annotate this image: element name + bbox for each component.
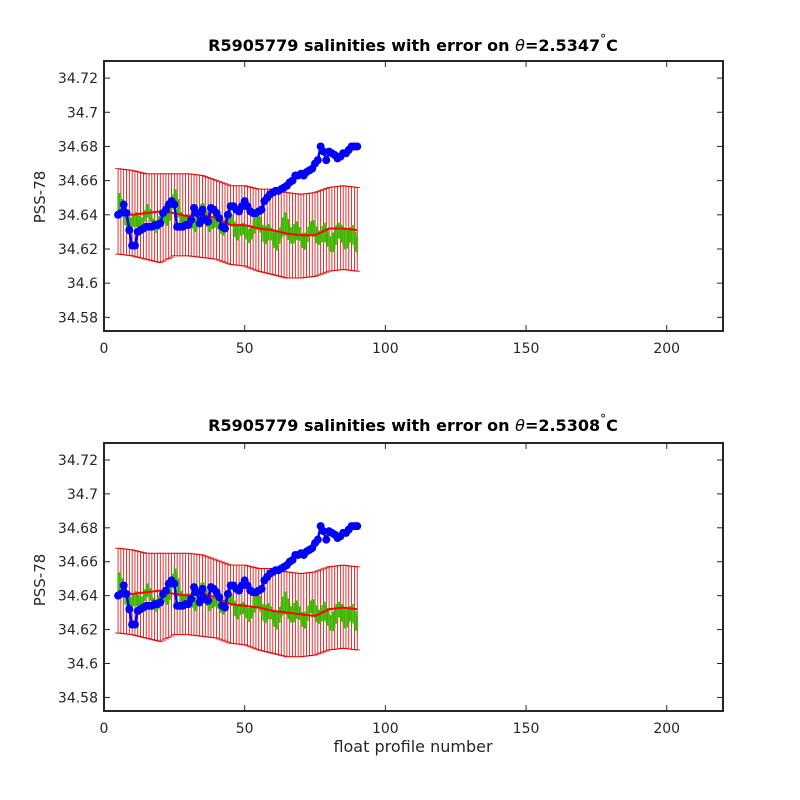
data-point xyxy=(215,214,224,223)
y-tick-label: 34.64 xyxy=(58,589,98,605)
data-point xyxy=(125,605,134,614)
plot-background xyxy=(104,443,723,711)
data-point xyxy=(156,219,165,228)
y-tick-label: 34.58 xyxy=(58,690,98,706)
y-tick-label: 34.66 xyxy=(58,555,98,571)
x-tick-label: 50 xyxy=(236,341,254,357)
x-tick-label: 100 xyxy=(372,721,399,737)
x-tick-label: 150 xyxy=(513,341,540,357)
x-tick-label: 150 xyxy=(513,721,540,737)
chart-top: R5905779 salinities with error on θ=2.53… xyxy=(31,32,724,357)
plot-area: 34.58 34.6 34.62 34.64 34.66 34.68 34.7 34.72 0 5… xyxy=(58,442,724,737)
axes-frame xyxy=(103,60,724,332)
data-point xyxy=(161,586,170,595)
data-point xyxy=(198,584,207,593)
y-tick-label: 34.58 xyxy=(58,310,98,326)
data-point xyxy=(220,224,229,233)
data-point xyxy=(116,589,125,598)
x-tick-label: 200 xyxy=(653,341,680,357)
data-point xyxy=(156,598,165,607)
y-tick-label: 34.6 xyxy=(67,657,98,673)
data-point xyxy=(204,217,213,226)
data-point xyxy=(257,205,266,214)
data-point xyxy=(130,241,139,250)
mapped-salinity-line xyxy=(117,589,358,618)
data-point xyxy=(116,209,125,218)
y-tick-label: 34.7 xyxy=(67,105,98,121)
y-tick-label: 34.6 xyxy=(67,276,98,292)
axes-frame xyxy=(103,442,724,712)
x-tick-label: 100 xyxy=(372,341,399,357)
mapped-salinity-line xyxy=(117,210,358,237)
y-tick-label: 34.62 xyxy=(58,242,98,258)
data-point xyxy=(125,226,134,235)
data-point xyxy=(119,581,128,590)
float-salinity-points xyxy=(114,142,362,250)
data-point xyxy=(319,527,328,536)
data-point xyxy=(215,593,224,602)
x-axis: 0 50 100 150 200 xyxy=(100,443,680,737)
data-layer xyxy=(114,522,362,658)
data-point xyxy=(353,522,362,531)
data-point xyxy=(204,596,213,605)
data-point xyxy=(322,535,331,544)
y-axis: 34.58 34.6 34.62 34.64 34.66 34.68 34.7 34.72 xyxy=(58,453,723,706)
data-point xyxy=(119,200,128,209)
chart-bottom: R5905779 salinities with error on θ=2.53… xyxy=(31,412,724,756)
data-point xyxy=(170,200,179,209)
y-tick-label: 34.72 xyxy=(58,71,98,87)
x-tick-label: 0 xyxy=(100,721,109,737)
plot-area: 34.58 34.6 34.62 34.64 34.66 34.68 34.7 34.72 0 5… xyxy=(58,60,724,357)
data-point xyxy=(198,205,207,214)
y-axis-label: PSS-78 xyxy=(31,554,49,607)
float-salinity-points xyxy=(114,522,362,629)
y-tick-label: 34.66 xyxy=(58,174,98,190)
data-point xyxy=(220,603,229,612)
y-tick-label: 34.7 xyxy=(67,487,98,503)
y-axis: 34.58 34.6 34.62 34.64 34.66 34.68 34.7 34.72 xyxy=(58,71,723,326)
data-point xyxy=(322,156,331,165)
data-point xyxy=(170,579,179,588)
data-point xyxy=(223,210,232,219)
x-tick-label: 50 xyxy=(236,721,254,737)
x-axis: 0 50 100 150 200 xyxy=(100,61,680,357)
data-layer xyxy=(114,142,362,279)
data-point xyxy=(313,156,322,165)
x-tick-label: 200 xyxy=(653,721,680,737)
y-tick-label: 34.72 xyxy=(58,453,98,469)
plot-background xyxy=(104,61,723,331)
y-tick-label: 34.68 xyxy=(58,521,98,537)
data-point xyxy=(319,147,328,156)
data-point xyxy=(187,595,196,604)
data-point xyxy=(223,589,232,598)
y-tick-label: 34.68 xyxy=(58,139,98,155)
x-axis-label: float profile number xyxy=(333,737,493,756)
data-point xyxy=(130,620,139,629)
chart-title: R5905779 salinities with error on θ=2.53… xyxy=(208,412,618,435)
y-tick-label: 34.62 xyxy=(58,623,98,639)
data-point xyxy=(257,584,266,593)
data-point xyxy=(122,589,131,598)
y-tick-label: 34.64 xyxy=(58,208,98,224)
data-point xyxy=(122,209,131,218)
chart-title: R5905779 salinities with error on θ=2.53… xyxy=(208,32,618,55)
data-point xyxy=(313,535,322,544)
x-tick-label: 0 xyxy=(100,341,109,357)
data-point xyxy=(353,142,362,151)
data-point xyxy=(187,215,196,224)
y-axis-label: PSS-78 xyxy=(31,171,49,224)
